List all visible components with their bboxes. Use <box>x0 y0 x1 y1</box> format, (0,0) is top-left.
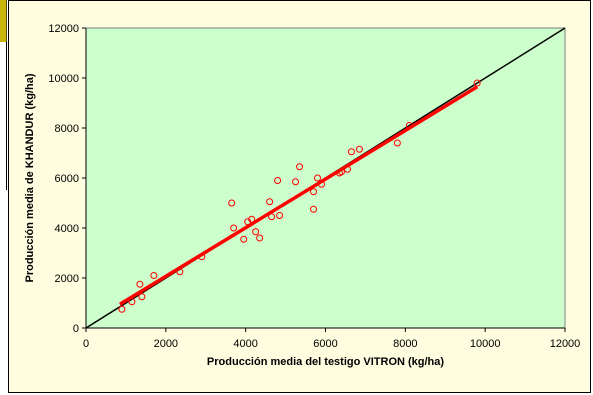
data-point <box>266 198 274 206</box>
data-point <box>296 163 304 171</box>
y-tick-label: 12000 <box>48 23 79 35</box>
data-point <box>314 174 322 182</box>
x-axis-title: Producción media del testigo VITRON (kg/… <box>207 356 444 368</box>
y-tick-label: 0 <box>73 323 79 335</box>
data-point <box>128 298 136 306</box>
left-strip-top <box>0 0 7 42</box>
data-point <box>337 168 345 176</box>
y-tick-label: 4000 <box>55 223 79 235</box>
data-point <box>150 272 158 279</box>
data-point <box>248 215 256 223</box>
data-point <box>393 139 401 147</box>
y-tick-label: 10000 <box>48 73 79 85</box>
data-point <box>355 145 363 153</box>
data-point <box>198 253 206 261</box>
y-tick-label: 8000 <box>55 123 79 135</box>
data-point <box>230 224 238 232</box>
data-point <box>256 234 264 242</box>
x-tick-label: 0 <box>83 338 89 350</box>
data-point <box>240 235 248 243</box>
left-strip-middle <box>0 42 7 190</box>
x-tick-label: 6000 <box>313 338 337 350</box>
x-tick-label: 12000 <box>550 338 581 350</box>
data-point <box>343 165 351 173</box>
data-point <box>405 122 413 129</box>
data-point <box>176 268 184 276</box>
data-point <box>310 205 318 213</box>
data-point <box>274 177 282 184</box>
y-axis-title: Producción media de KHANDUR (kg/ha) <box>24 73 36 282</box>
data-point <box>276 212 284 219</box>
data-point <box>473 79 481 87</box>
regression-line <box>119 85 479 306</box>
data-point <box>310 188 318 196</box>
x-tick-label: 8000 <box>393 338 417 350</box>
data-point <box>252 228 260 236</box>
y-tick-label: 2000 <box>55 273 79 285</box>
data-point <box>292 178 300 186</box>
data-point <box>118 305 126 313</box>
left-strip-bottom <box>0 190 6 395</box>
x-tick-label: 10000 <box>470 338 501 350</box>
data-point <box>318 180 326 188</box>
data-point <box>347 148 355 156</box>
x-tick-label: 4000 <box>233 338 257 350</box>
data-point <box>136 280 144 288</box>
data-point <box>268 213 276 221</box>
data-point <box>138 293 146 301</box>
data-point <box>228 199 236 207</box>
x-tick-label: 2000 <box>154 338 178 350</box>
y-tick-label: 6000 <box>55 173 79 185</box>
